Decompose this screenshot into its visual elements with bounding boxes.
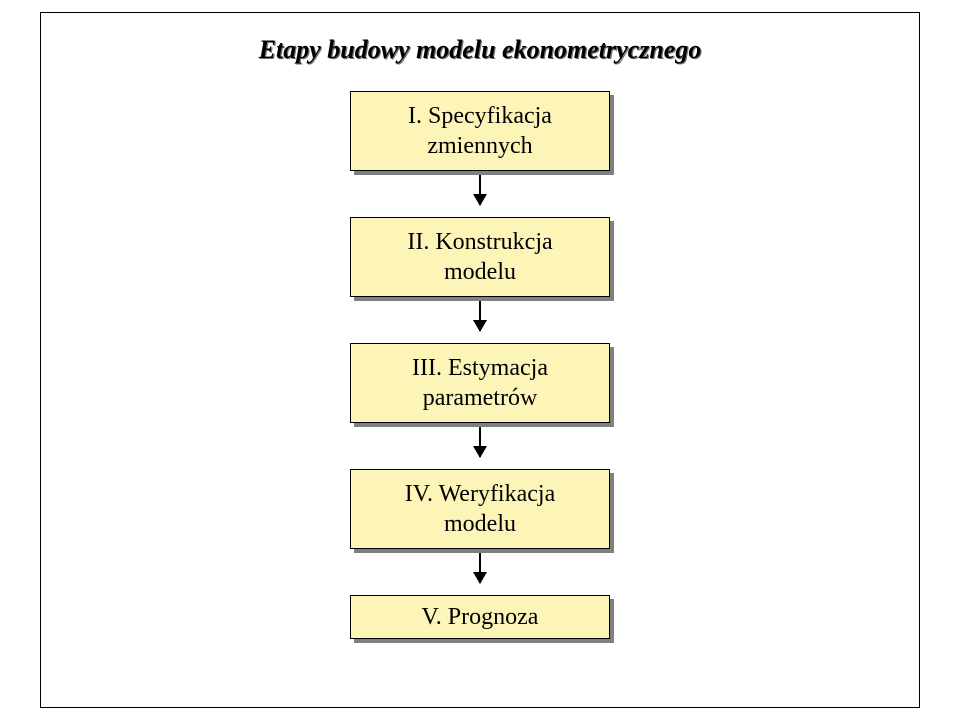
page-title: Etapy budowy modelu ekonometrycznego xyxy=(41,35,919,65)
stage-line1: I. Specyfikacja xyxy=(408,101,552,131)
arrow-4-5 xyxy=(479,553,481,583)
stage-1: I. Specyfikacja zmiennych xyxy=(350,91,610,171)
stage-line2: zmiennych xyxy=(427,131,532,161)
stage-box: II. Konstrukcja modelu xyxy=(350,217,610,297)
stage-box: I. Specyfikacja zmiennych xyxy=(350,91,610,171)
stage-3: III. Estymacja parametrów xyxy=(350,343,610,423)
stage-line2: modelu xyxy=(444,509,516,539)
stage-box: V. Prognoza xyxy=(350,595,610,639)
arrow-3-4 xyxy=(479,427,481,457)
arrow-1-2 xyxy=(479,175,481,205)
stage-line1: IV. Weryfikacja xyxy=(405,479,555,509)
stage-box: IV. Weryfikacja modelu xyxy=(350,469,610,549)
stage-4: IV. Weryfikacja modelu xyxy=(350,469,610,549)
stage-line2: parametrów xyxy=(423,383,538,413)
arrow-2-3 xyxy=(479,301,481,331)
stage-box: III. Estymacja parametrów xyxy=(350,343,610,423)
stage-line1: V. Prognoza xyxy=(422,602,539,632)
stage-5: V. Prognoza xyxy=(350,595,610,639)
diagram-frame: Etapy budowy modelu ekonometrycznego I. … xyxy=(40,12,920,708)
stage-line1: III. Estymacja xyxy=(412,353,548,383)
stage-line1: II. Konstrukcja xyxy=(407,227,552,257)
stage-line2: modelu xyxy=(444,257,516,287)
stage-2: II. Konstrukcja modelu xyxy=(350,217,610,297)
